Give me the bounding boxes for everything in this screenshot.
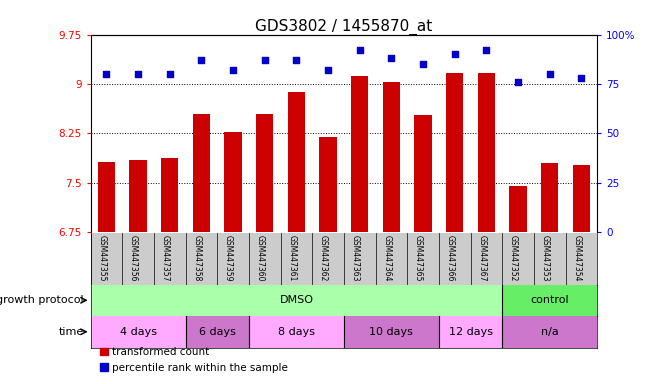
- Bar: [249, 316, 344, 348]
- Text: 4 days: 4 days: [119, 327, 156, 337]
- Bar: [91, 316, 186, 348]
- Text: 8 days: 8 days: [278, 327, 315, 337]
- Bar: [130, 161, 147, 232]
- Point: [386, 55, 397, 61]
- Bar: [91, 285, 502, 316]
- Legend: transformed count, percentile rank within the sample: transformed count, percentile rank withi…: [96, 343, 293, 377]
- Text: GSM447355: GSM447355: [97, 235, 107, 282]
- Bar: [509, 186, 527, 232]
- Text: GSM447366: GSM447366: [446, 235, 455, 282]
- Bar: [161, 158, 178, 232]
- Text: GSM447362: GSM447362: [319, 235, 328, 282]
- Bar: [478, 73, 495, 232]
- Point: [164, 71, 175, 77]
- Point: [260, 57, 270, 63]
- Point: [196, 57, 207, 63]
- Bar: [351, 76, 368, 232]
- Bar: [541, 163, 558, 232]
- Point: [450, 51, 460, 58]
- Text: GSM447363: GSM447363: [351, 235, 360, 282]
- Bar: [98, 162, 115, 232]
- Text: GSM447367: GSM447367: [477, 235, 486, 282]
- Text: GSM447354: GSM447354: [572, 235, 581, 282]
- Bar: [502, 316, 597, 348]
- Bar: [439, 316, 502, 348]
- Point: [513, 79, 523, 85]
- Point: [133, 71, 144, 77]
- Point: [101, 71, 112, 77]
- Text: 12 days: 12 days: [448, 327, 493, 337]
- Point: [323, 67, 333, 73]
- Point: [481, 47, 492, 53]
- Text: GSM447359: GSM447359: [224, 235, 233, 282]
- Point: [544, 71, 555, 77]
- Text: control: control: [530, 295, 569, 305]
- Bar: [319, 137, 337, 232]
- Bar: [572, 165, 590, 232]
- Bar: [414, 115, 431, 232]
- Text: n/a: n/a: [541, 327, 558, 337]
- Text: time: time: [58, 327, 84, 337]
- Text: GSM447357: GSM447357: [161, 235, 170, 282]
- Point: [291, 57, 302, 63]
- Text: GSM447360: GSM447360: [256, 235, 265, 282]
- Bar: [382, 82, 400, 232]
- Text: GSM447358: GSM447358: [193, 235, 201, 282]
- Bar: [186, 316, 249, 348]
- Bar: [256, 114, 274, 232]
- Point: [227, 67, 238, 73]
- Text: GSM447365: GSM447365: [414, 235, 423, 282]
- Text: growth protocol: growth protocol: [0, 295, 84, 305]
- Point: [417, 61, 428, 67]
- Text: DMSO: DMSO: [279, 295, 313, 305]
- Bar: [224, 132, 242, 232]
- Point: [576, 75, 586, 81]
- Bar: [288, 92, 305, 232]
- Bar: [502, 285, 597, 316]
- Text: GSM447364: GSM447364: [382, 235, 391, 282]
- Bar: [446, 73, 464, 232]
- Title: GDS3802 / 1455870_at: GDS3802 / 1455870_at: [255, 18, 433, 35]
- Text: GSM447361: GSM447361: [287, 235, 297, 282]
- Text: GSM447353: GSM447353: [541, 235, 550, 282]
- Bar: [193, 114, 210, 232]
- Bar: [344, 316, 439, 348]
- Text: GSM447352: GSM447352: [509, 235, 518, 282]
- Text: 10 days: 10 days: [370, 327, 413, 337]
- Text: GSM447356: GSM447356: [129, 235, 138, 282]
- Point: [354, 47, 365, 53]
- Text: 6 days: 6 days: [199, 327, 236, 337]
